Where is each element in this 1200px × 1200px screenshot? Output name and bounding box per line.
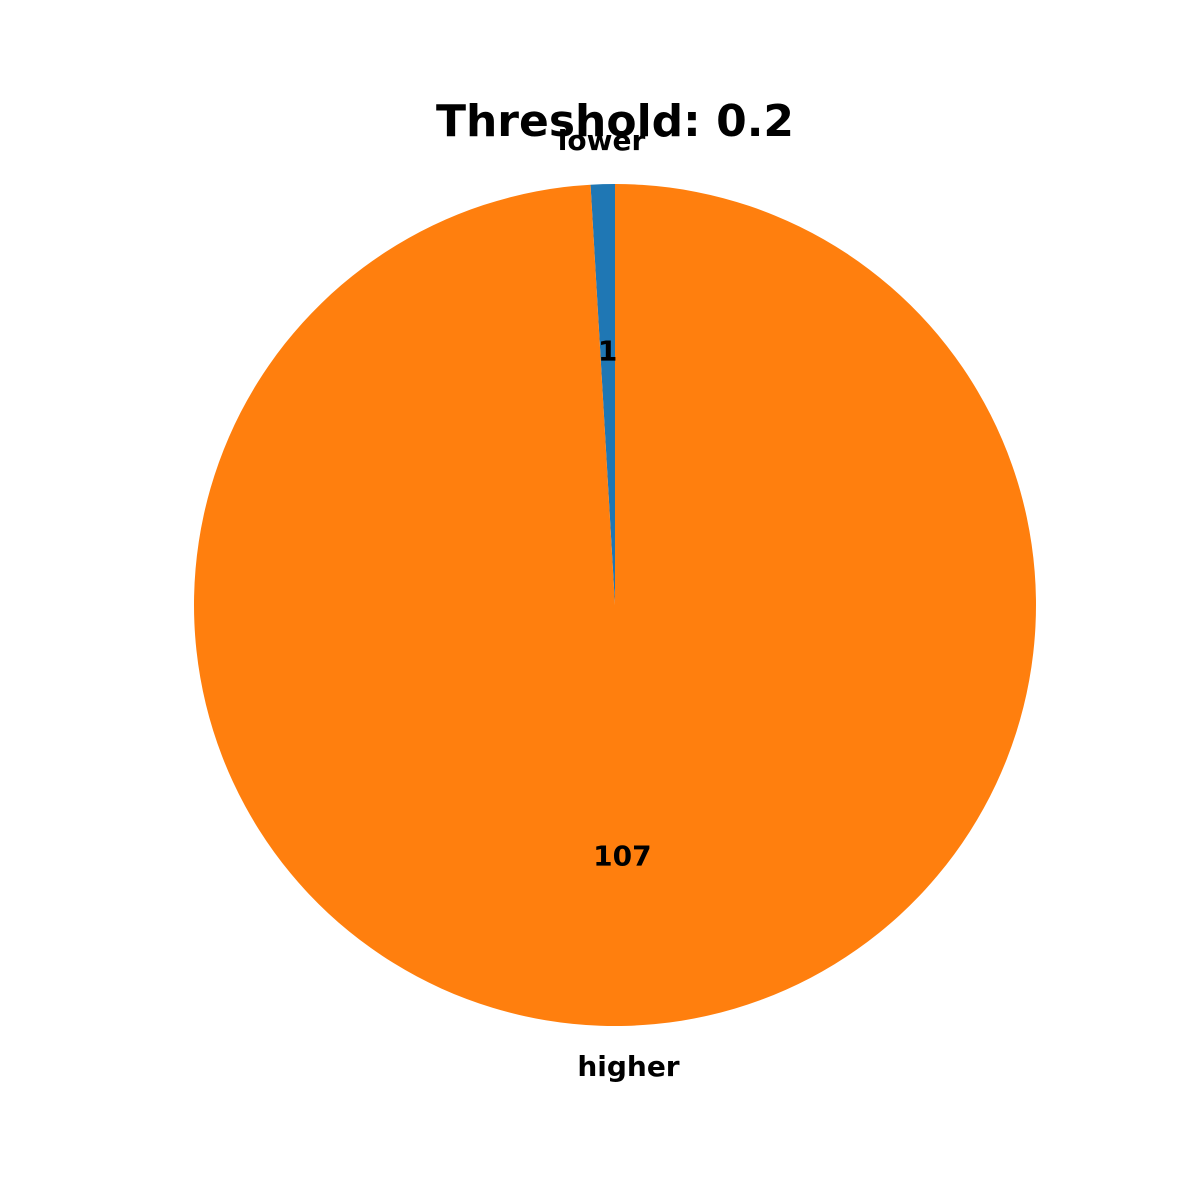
slice-value-label-higher: 107 bbox=[593, 839, 651, 872]
slice-label-lower: lower bbox=[558, 124, 646, 157]
chart-title: Threshold: 0.2 bbox=[436, 96, 794, 147]
pie-labels: lower 1 higher 107 bbox=[558, 124, 680, 1083]
pie-slices bbox=[193, 184, 1036, 1026]
pie-slice-lower bbox=[590, 184, 615, 605]
pie-slice-higher bbox=[193, 184, 1036, 1026]
slice-label-higher: higher bbox=[577, 1050, 679, 1083]
slice-value-label-lower: 1 bbox=[598, 335, 617, 368]
